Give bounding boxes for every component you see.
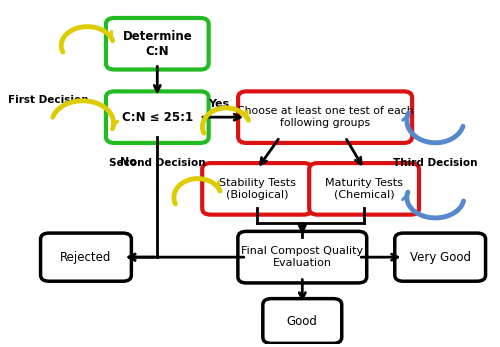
FancyBboxPatch shape — [395, 233, 486, 281]
Text: Third Decision: Third Decision — [393, 158, 477, 168]
FancyBboxPatch shape — [202, 163, 312, 215]
Text: Very Good: Very Good — [410, 251, 470, 264]
Text: Final Compost Quality
Evaluation: Final Compost Quality Evaluation — [241, 246, 364, 268]
FancyBboxPatch shape — [106, 91, 208, 143]
FancyBboxPatch shape — [263, 299, 342, 344]
Text: Rejected: Rejected — [60, 251, 112, 264]
Text: Yes: Yes — [208, 99, 230, 109]
Text: Determine
C:N: Determine C:N — [122, 30, 192, 58]
FancyBboxPatch shape — [106, 18, 208, 69]
Text: C:N ≤ 25:1: C:N ≤ 25:1 — [122, 111, 193, 124]
FancyBboxPatch shape — [238, 231, 366, 283]
Text: First Decision: First Decision — [8, 95, 88, 105]
FancyBboxPatch shape — [238, 91, 412, 143]
Text: Stability Tests
(Biological): Stability Tests (Biological) — [218, 178, 296, 200]
Text: Choose at least one test of each
following groups: Choose at least one test of each followi… — [237, 107, 414, 128]
Text: Maturity Tests
(Chemical): Maturity Tests (Chemical) — [325, 178, 403, 200]
Text: No: No — [120, 156, 137, 167]
FancyBboxPatch shape — [40, 233, 132, 281]
FancyBboxPatch shape — [309, 163, 419, 215]
Text: Second Decision: Second Decision — [109, 158, 206, 168]
Text: Good: Good — [287, 314, 318, 328]
